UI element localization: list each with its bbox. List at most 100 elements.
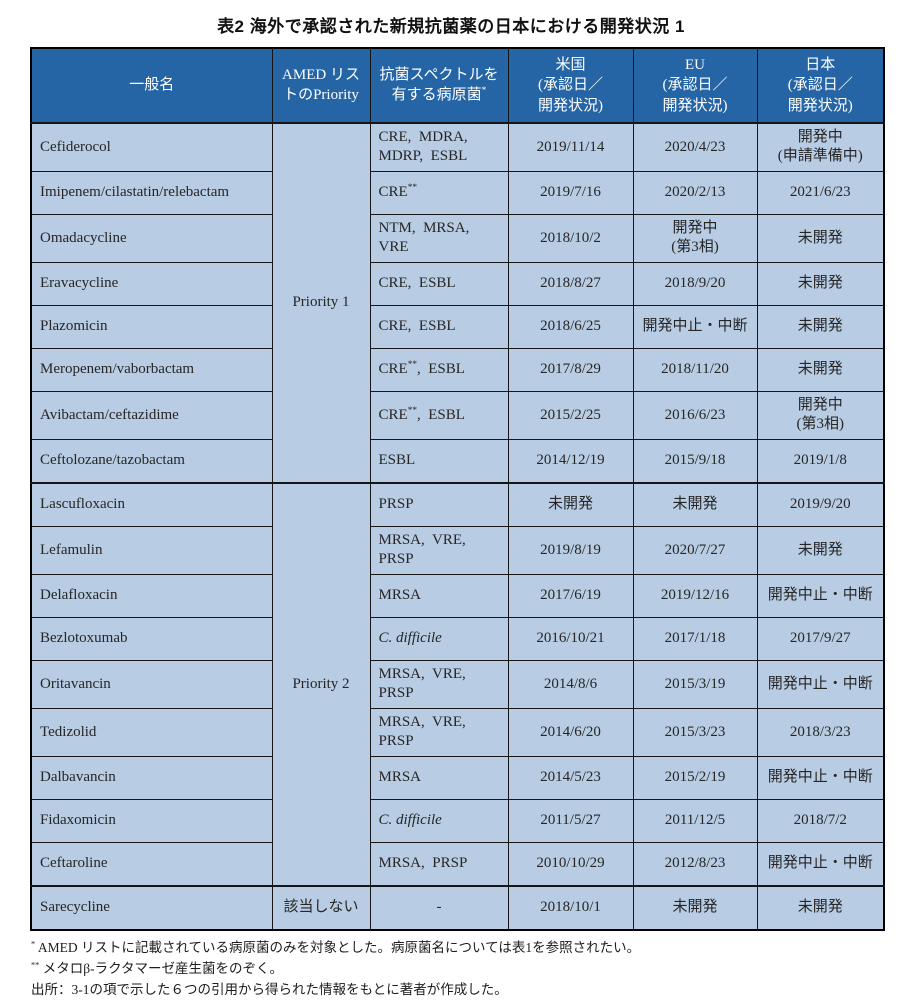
cell-japan-status: 未開発 — [756, 304, 885, 349]
cell-eu-status: 2012/8/23 — [632, 841, 758, 887]
table-row: Dalbavancin MRSA 2014/5/23 2015/2/19 開発中止・中断 — [30, 755, 885, 800]
col-header-generic-name: 一般名 — [30, 47, 273, 124]
cell-eu-status: 2019/12/16 — [632, 573, 758, 618]
cell-eu-status: 2020/4/23 — [632, 121, 758, 172]
page-title: 表2 海外で承認された新規抗菌薬の日本における開発状況 1 — [217, 17, 685, 36]
cell-eu-status: 2018/9/20 — [632, 261, 758, 306]
cell-generic-name: Bezlotoxumab — [30, 616, 273, 661]
cell-eu-status: 開発中止・中断 — [632, 304, 758, 349]
table-row: Plazomicin CRE, ESBL 2018/6/25 開発中止・中断 未開発 — [30, 304, 885, 349]
cell-us-status: 未開発 — [507, 481, 634, 527]
table-row: Avibactam/ceftazidime CRE**, ESBL 2015/2/2… — [30, 390, 885, 440]
cell-japan-status: 未開発 — [756, 213, 885, 263]
cell-us-status: 2016/10/21 — [507, 616, 634, 661]
cell-japan-status: 未開発 — [756, 884, 885, 931]
cell-generic-name: Ceftaroline — [30, 841, 273, 887]
antibiotics-development-table: 一般名 AMED リス トのPriority 抗菌スペクトルを 有する病原菌* 米国… — [30, 47, 885, 931]
cell-generic-name: Lascufloxacin — [30, 481, 273, 527]
cell-pathogen-spectrum: CRE**, ESBL — [369, 347, 509, 392]
cell-us-status: 2018/8/27 — [507, 261, 634, 306]
cell-pathogen-spectrum: MRSA, PRSP — [369, 841, 509, 887]
cell-pathogen-spectrum: CRE, MDRA, MDRP, ESBL — [369, 121, 509, 172]
cell-generic-name: Oritavancin — [30, 659, 273, 709]
cell-pathogen-spectrum: MRSA — [369, 755, 509, 800]
cell-pathogen-spectrum: C. difficile — [369, 616, 509, 661]
footnote-metallo-beta-lactamase: ** メタロβ-ラクタマーゼ産生菌をのぞく。 — [31, 960, 284, 976]
table-row: Lefamulin MRSA, VRE, PRSP 2019/8/19 2020/7/2… — [30, 525, 885, 575]
cell-eu-status: 2017/1/18 — [632, 616, 758, 661]
cell-generic-name: Avibactam/ceftazidime — [30, 390, 273, 440]
cell-japan-status: 2019/9/20 — [756, 481, 885, 527]
cell-eu-status: 開発中 (第3相) — [632, 213, 758, 263]
cell-us-status: 2014/8/6 — [507, 659, 634, 709]
cell-pathogen-spectrum: NTM, MRSA, VRE — [369, 213, 509, 263]
cell-eu-status: 2015/2/19 — [632, 755, 758, 800]
cell-pathogen-spectrum: MRSA — [369, 573, 509, 618]
cell-japan-status: 未開発 — [756, 525, 885, 575]
cell-generic-name: Plazomicin — [30, 304, 273, 349]
table-row: Imipenem/cilastatin/relebactam CRE** 2019/… — [30, 170, 885, 215]
cell-generic-name: Delafloxacin — [30, 573, 273, 618]
header-row: 一般名 AMED リス トのPriority 抗菌スペクトルを 有する病原菌* 米国… — [30, 47, 885, 124]
table-row: Bezlotoxumab C. difficile 2016/10/21 2017/1… — [30, 616, 885, 661]
cell-generic-name: Imipenem/cilastatin/relebactam — [30, 170, 273, 215]
col-header-us: 米国 (承認日／ 開発状況) — [507, 47, 634, 124]
cell-us-status: 2017/6/19 — [507, 573, 634, 618]
cell-generic-name: Meropenem/vaborbactam — [30, 347, 273, 392]
cell-japan-status: 開発中止・中断 — [756, 659, 885, 709]
cell-us-status: 2014/12/19 — [507, 438, 634, 484]
cell-us-status: 2014/6/20 — [507, 707, 634, 757]
cell-eu-status: 2018/11/20 — [632, 347, 758, 392]
cell-japan-status: 2018/3/23 — [756, 707, 885, 757]
cell-pathogen-spectrum: MRSA, VRE, PRSP — [369, 659, 509, 709]
cell-generic-name: Dalbavancin — [30, 755, 273, 800]
table-row: Omadacycline NTM, MRSA, VRE 2018/10/2 開発中 (第… — [30, 213, 885, 263]
table-row: Eravacycline CRE, ESBL 2018/8/27 2018/9/20 未… — [30, 261, 885, 306]
cell-pathogen-spectrum: CRE, ESBL — [369, 261, 509, 306]
cell-pathogen-spectrum: PRSP — [369, 481, 509, 527]
cell-japan-status: 2021/6/23 — [756, 170, 885, 215]
table-row: Ceftolozane/tazobactam ESBL 2014/12/19 2015… — [30, 438, 885, 484]
cell-eu-status: 2015/3/23 — [632, 707, 758, 757]
cell-japan-status: 2018/7/2 — [756, 798, 885, 843]
cell-pathogen-spectrum: MRSA, VRE, PRSP — [369, 707, 509, 757]
cell-pathogen-spectrum: MRSA, VRE, PRSP — [369, 525, 509, 575]
col-header-amed-priority: AMED リス トのPriority — [271, 47, 371, 124]
table-row: Lascufloxacin Priority 2 PRSP 未開発 未開発 2019/9/… — [30, 481, 885, 887]
col-header-eu: EU (承認日／ 開発状況) — [632, 47, 758, 124]
cell-pathogen-spectrum: CRE, ESBL — [369, 304, 509, 349]
footnotes: * AMED リストに記載されている病原菌のみを対象とした。病原菌名については表… — [31, 938, 902, 1001]
cell-eu-status: 2016/6/23 — [632, 390, 758, 440]
cell-generic-name: Lefamulin — [30, 525, 273, 575]
footnote-pathogen-scope: * AMED リストに記載されている病原菌のみを対象とした。病原菌名については表… — [31, 939, 641, 955]
cell-generic-name: Fidaxomicin — [30, 798, 273, 843]
cell-us-status: 2011/5/27 — [507, 798, 634, 843]
table-row: Delafloxacin MRSA 2017/6/19 2019/12/16 開発中止・… — [30, 573, 885, 618]
table-row: Meropenem/vaborbactam CRE**, ESBL 2017/8/2… — [30, 347, 885, 392]
cell-us-status: 2014/5/23 — [507, 755, 634, 800]
table-row: Oritavancin MRSA, VRE, PRSP 2014/8/6 2015/3/… — [30, 659, 885, 709]
cell-us-status: 2018/6/25 — [507, 304, 634, 349]
cell-us-status: 2017/8/29 — [507, 347, 634, 392]
cell-generic-name: Cefiderocol — [30, 121, 273, 172]
cell-japan-status: 開発中止・中断 — [756, 573, 885, 618]
cell-us-status: 2018/10/1 — [507, 884, 634, 931]
cell-eu-status: 2020/2/13 — [632, 170, 758, 215]
cell-us-status: 2010/10/29 — [507, 841, 634, 887]
cell-amed-priority: Priority 2 — [271, 481, 371, 887]
cell-amed-priority: 該当しない — [271, 884, 371, 931]
cell-us-status: 2019/8/19 — [507, 525, 634, 575]
cell-pathogen-spectrum: CRE** — [369, 170, 509, 215]
cell-japan-status: 2019/1/8 — [756, 438, 885, 484]
cell-pathogen-spectrum: CRE**, ESBL — [369, 390, 509, 440]
cell-us-status: 2018/10/2 — [507, 213, 634, 263]
cell-pathogen-spectrum: ESBL — [369, 438, 509, 484]
cell-us-status: 2019/7/16 — [507, 170, 634, 215]
cell-japan-status: 開発中止・中断 — [756, 841, 885, 887]
cell-generic-name: Tedizolid — [30, 707, 273, 757]
cell-eu-status: 2015/3/19 — [632, 659, 758, 709]
cell-japan-status: 開発中 (第3相) — [756, 390, 885, 440]
cell-japan-status: 未開発 — [756, 347, 885, 392]
cell-us-status: 2015/2/25 — [507, 390, 634, 440]
cell-us-status: 2019/11/14 — [507, 121, 634, 172]
